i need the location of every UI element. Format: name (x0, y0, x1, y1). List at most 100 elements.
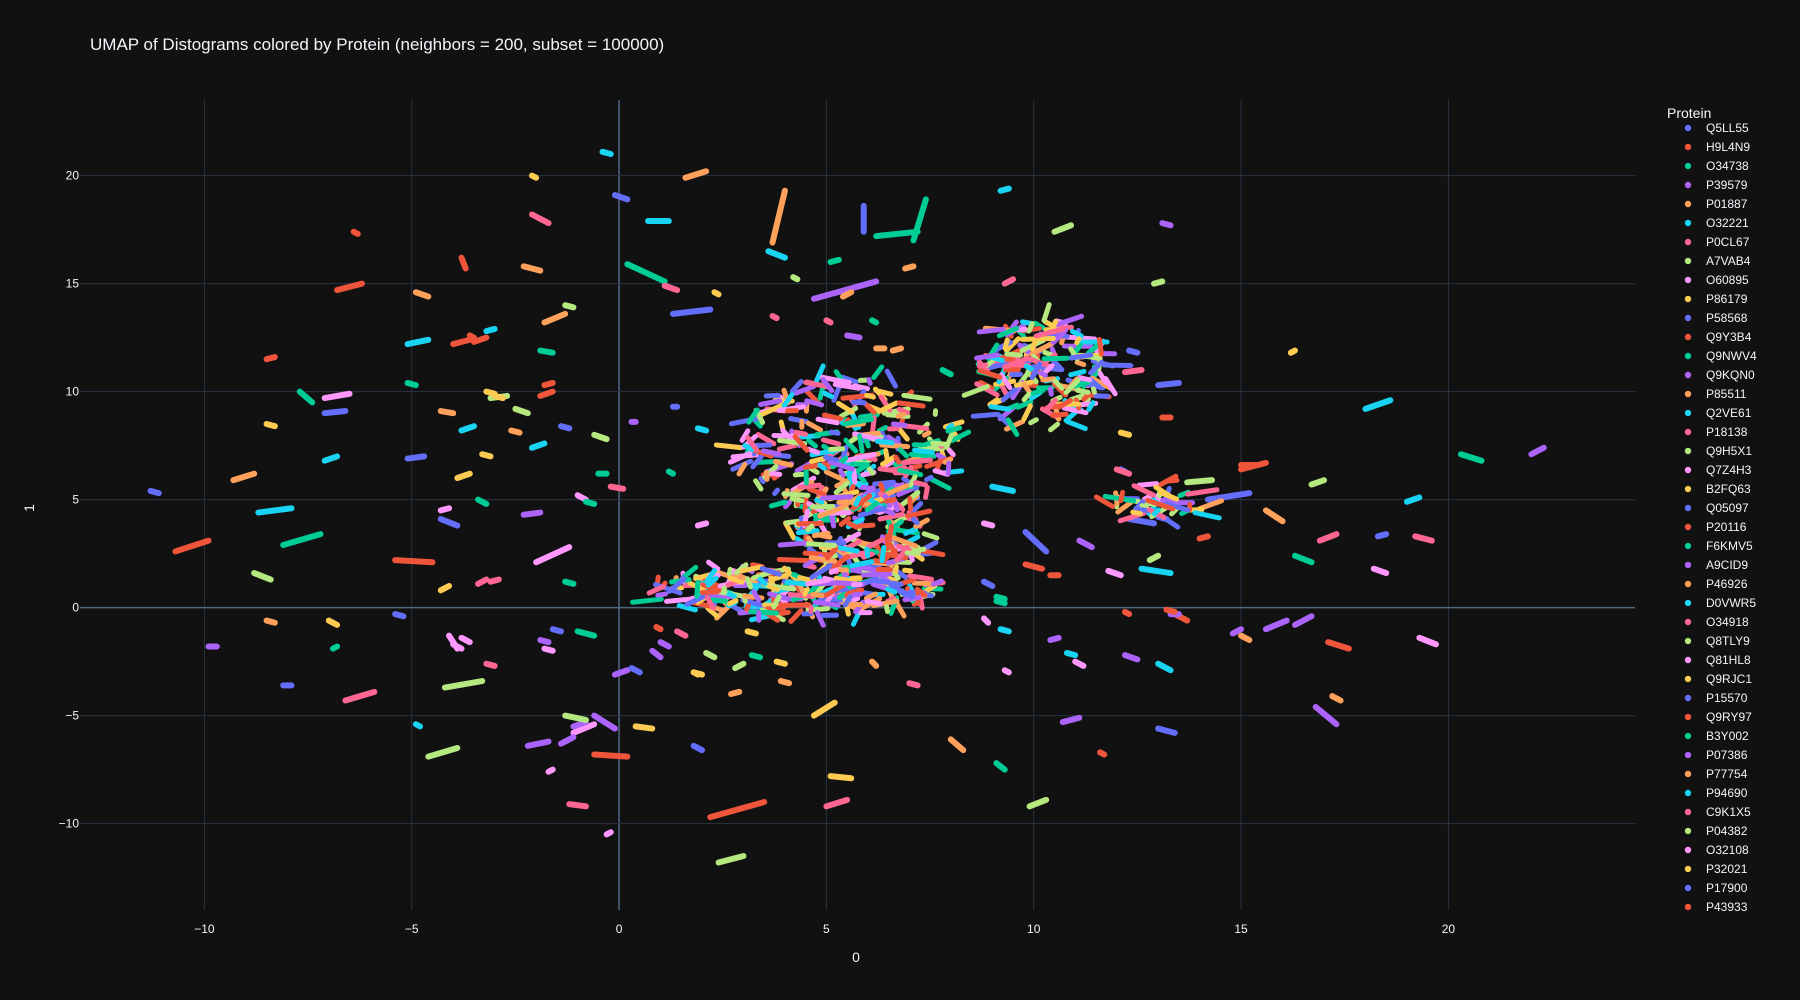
legend-item[interactable]: Q9H5X1 (1684, 444, 1753, 458)
data-point-cluster (823, 796, 851, 810)
legend-item[interactable]: P20116 (1684, 520, 1747, 534)
y-tick-label: 10 (66, 385, 80, 399)
data-point-cluster (863, 401, 877, 415)
data-point-cluster (1041, 302, 1052, 324)
data-point-cluster (946, 447, 956, 458)
legend-item[interactable]: A7VAB4 (1684, 254, 1751, 268)
legend-item[interactable]: A9CID9 (1684, 558, 1749, 572)
data-point-cluster (1077, 375, 1093, 383)
data-point-cluster (172, 537, 212, 555)
legend-item[interactable]: P86179 (1684, 292, 1748, 306)
data-point-cluster (607, 483, 627, 492)
data-point-cluster (812, 599, 841, 608)
legend-item[interactable]: B3Y002 (1684, 729, 1749, 743)
legend-item[interactable]: Q7Z4H3 (1684, 463, 1752, 477)
data-point-cluster (694, 580, 701, 599)
legend-label: O34738 (1706, 159, 1749, 173)
legend-item[interactable]: P07386 (1684, 748, 1748, 762)
data-point-cluster (1002, 356, 1030, 370)
legend-item[interactable]: P18138 (1684, 425, 1748, 439)
legend-item[interactable]: Q9RY97 (1684, 710, 1752, 724)
legend-item[interactable]: D0VWR5 (1684, 596, 1757, 610)
legend-item[interactable]: P04382 (1684, 824, 1748, 838)
data-point-cluster (805, 577, 832, 587)
data-point-cluster (778, 419, 786, 432)
legend-item[interactable]: P46926 (1684, 577, 1748, 591)
legend-marker (1684, 162, 1692, 170)
data-point-cluster (758, 475, 766, 485)
legend-label: Q2VE61 (1706, 406, 1752, 420)
legend[interactable]: Q5LL55 H9L4N9 O34738 P39579 P01887 O32221 P0CL… (1684, 121, 1757, 914)
legend-marker (1684, 846, 1692, 854)
data-point-cluster (479, 451, 494, 460)
data-point-cluster (1121, 367, 1145, 376)
legend-item[interactable]: Q9RJC1 (1684, 672, 1753, 686)
legend-label: P01887 (1706, 197, 1748, 211)
legend-item[interactable]: P58568 (1684, 311, 1748, 325)
legend-item[interactable]: Q05097 (1684, 501, 1749, 515)
legend-item[interactable]: P85511 (1684, 387, 1747, 401)
data-point-cluster (828, 446, 846, 452)
legend-item[interactable]: O34918 (1684, 615, 1749, 629)
data-point-cluster (864, 598, 884, 607)
data-point-cluster (694, 520, 710, 529)
data-point-cluster (628, 665, 643, 676)
data-point-cluster (1121, 652, 1141, 663)
legend-item[interactable]: P17900 (1684, 881, 1748, 895)
data-point-cluster (690, 742, 705, 754)
data-point-cluster (820, 437, 842, 447)
legend-item[interactable]: P01887 (1684, 197, 1748, 211)
data-point-cluster (533, 544, 573, 566)
legend-item[interactable]: O34738 (1684, 159, 1749, 173)
legend-item[interactable]: P77754 (1684, 767, 1748, 781)
data-point-cluster (772, 459, 794, 468)
legend-item[interactable]: Q9NWV4 (1684, 349, 1757, 363)
legend-item[interactable]: Q9KQN0 (1684, 368, 1755, 382)
legend-item[interactable]: Q8TLY9 (1684, 634, 1750, 648)
legend-item[interactable]: Q2VE61 (1684, 406, 1752, 420)
data-point-cluster (690, 669, 705, 678)
data-point-cluster (998, 372, 1013, 391)
legend-label: P43933 (1706, 900, 1748, 914)
legend-item[interactable]: P0CL67 (1684, 235, 1750, 249)
data-point-cluster (883, 496, 897, 504)
data-point-cluster (1086, 400, 1096, 412)
legend-item[interactable]: O32221 (1684, 216, 1749, 230)
data-point-cluster (817, 505, 846, 519)
legend-item[interactable]: Q9Y3B4 (1684, 330, 1752, 344)
data-point-cluster (742, 443, 755, 453)
data-point-cluster (840, 444, 849, 460)
data-point-cluster (893, 564, 899, 575)
data-point-cluster (537, 637, 552, 646)
legend-item[interactable]: C9K1X5 (1684, 805, 1751, 819)
legend-item[interactable]: P43933 (1684, 900, 1748, 914)
data-point-cluster (853, 522, 876, 529)
legend-item[interactable]: Q81HL8 (1684, 653, 1751, 667)
legend-item[interactable]: H9L4N9 (1684, 140, 1751, 154)
legend-item[interactable]: F6KMV5 (1684, 539, 1753, 553)
data-point-cluster (872, 578, 904, 587)
legend-item[interactable]: Q5LL55 (1684, 121, 1749, 135)
data-point-cluster (704, 594, 716, 611)
legend-item[interactable]: B2FQ63 (1684, 482, 1751, 496)
legend-label: P58568 (1706, 311, 1748, 325)
legend-item[interactable]: P94690 (1684, 786, 1748, 800)
legend-item[interactable]: P32021 (1684, 862, 1748, 876)
legend-item[interactable]: P39579 (1684, 178, 1748, 192)
data-point-cluster (760, 448, 782, 457)
data-point-cluster (1026, 321, 1035, 334)
data-point-cluster (1185, 487, 1220, 497)
data-point-cluster (739, 564, 763, 574)
legend-item[interactable]: P15570 (1684, 691, 1748, 705)
legend-item[interactable]: O32108 (1684, 843, 1749, 857)
data-point-cluster (528, 211, 552, 227)
data-point-cluster (993, 598, 1008, 607)
data-point-cluster (874, 438, 895, 446)
data-point-cluster (813, 363, 826, 384)
data-point-cluster (750, 453, 765, 470)
legend-item[interactable]: O60895 (1684, 273, 1749, 287)
legend-marker (1684, 447, 1692, 455)
legend-marker (1684, 504, 1692, 512)
data-point-cluster (896, 543, 913, 554)
